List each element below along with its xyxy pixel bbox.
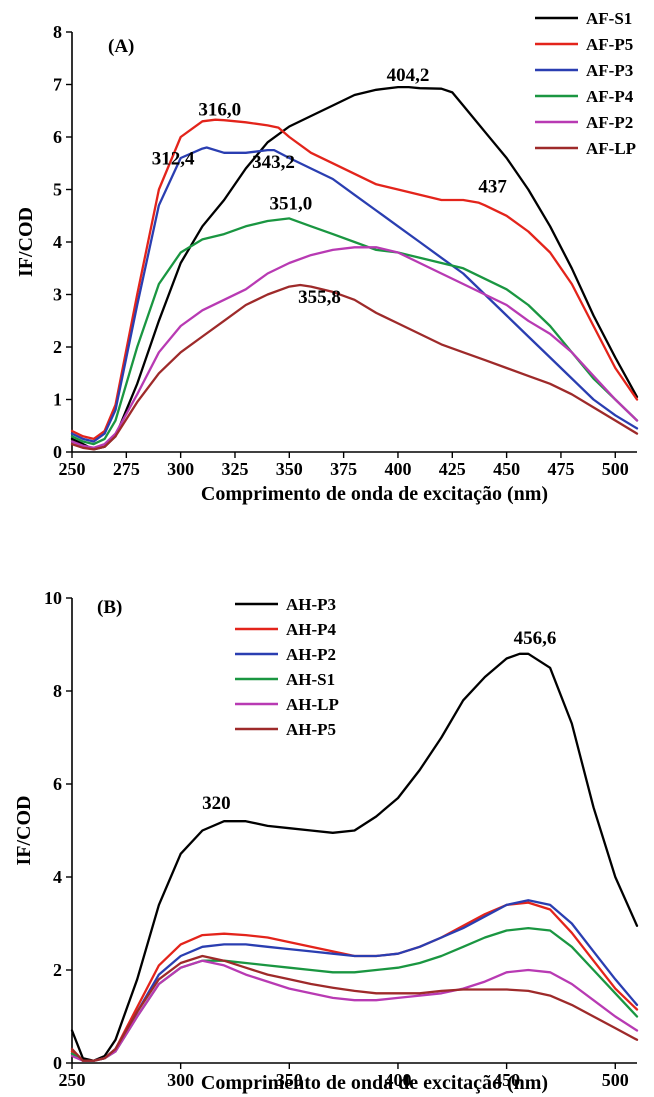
y-tick-label: 5 [53,180,62,200]
x-tick-label: 250 [59,459,86,479]
x-tick-label: 300 [167,1070,194,1090]
series-line-ah-p5 [70,954,639,1062]
x-tick-label: 325 [221,459,248,479]
x-tick-label: 300 [167,459,194,479]
y-tick-label: 2 [53,960,62,980]
y-axis-label: IF/COD [15,207,37,277]
peak-annotation: 351,0 [269,193,312,214]
x-tick-label: 400 [384,459,411,479]
peak-annotation: 456,6 [514,628,557,649]
legend-label: AF-P3 [586,61,633,80]
series-line-af-lp [70,283,639,451]
panel-label: (A) [108,36,134,57]
y-tick-label: 4 [53,232,62,252]
series-line-af-p4 [70,217,639,446]
x-tick-label: 450 [493,459,520,479]
series-line-af-s1 [70,85,639,451]
peak-annotation: 316,0 [198,100,241,121]
y-tick-label: 4 [53,867,62,887]
legend-label: AF-P5 [586,35,633,54]
legend-label: AH-LP [286,695,339,714]
y-tick-label: 7 [53,75,62,95]
series-line-af-p5 [70,118,639,441]
peak-annotation: 312,4 [152,149,195,170]
legend-label: AF-P2 [586,113,633,132]
legend-label: AH-P3 [286,595,336,614]
legend-label: AH-P2 [286,645,336,664]
x-tick-label: 450 [493,1070,520,1090]
peak-annotation: 404,2 [387,65,430,86]
y-tick-label: 8 [53,22,62,42]
x-tick-label: 375 [330,459,357,479]
y-tick-label: 2 [53,337,62,357]
x-tick-label: 475 [547,459,574,479]
series-line-ah-lp [70,959,639,1062]
series-line-af-p3 [70,146,639,443]
x-tick-label: 350 [276,459,303,479]
x-tick-label: 350 [276,1070,303,1090]
peak-annotation: 355,8 [298,287,341,308]
x-tick-label: 250 [59,1070,86,1090]
legend-label: AH-S1 [286,670,335,689]
x-tick-label: 400 [384,1070,411,1090]
y-tick-label: 0 [53,442,62,462]
y-tick-label: 6 [53,127,62,147]
x-axis-label: Comprimento de onda de excitação (nm) [201,1072,548,1094]
series-line-ah-s1 [70,926,639,1062]
series-line-ah-p3 [70,652,639,1062]
legend-label: AF-S1 [586,9,632,28]
series-line-af-p2 [70,246,639,449]
y-tick-label: 3 [53,285,62,305]
peak-annotation: 320 [202,793,231,814]
y-tick-label: 8 [53,681,62,701]
y-axis-label: IF/COD [13,796,35,866]
y-tick-label: 0 [53,1053,62,1073]
legend-label: AF-P4 [586,87,634,106]
legend-label: AH-P4 [286,620,337,639]
y-tick-label: 1 [53,390,62,410]
x-tick-label: 500 [602,459,629,479]
x-tick-label: 500 [602,1070,629,1090]
y-tick-label: 6 [53,774,62,794]
legend-label: AH-P5 [286,720,336,739]
peak-annotation: 437 [478,177,507,198]
peak-annotation: 343,2 [252,152,295,173]
panel-b: 250 300 350 400 450 500 0 2 4 6 8 10 Comprimento de … [13,588,639,1094]
panel-a: 250 275 300 325 350 375 400 425 450 475 500 0 1 2 3 4 5 6… [15,9,639,505]
x-tick-label: 275 [113,459,140,479]
x-tick-label: 425 [439,459,466,479]
x-axis-label: Comprimento de onda de excitação (nm) [201,483,548,505]
legend-label: AF-LP [586,139,636,158]
y-tick-label: 10 [44,588,62,608]
panel-label: (B) [97,597,122,618]
series-line-ah-p4 [70,901,639,1062]
